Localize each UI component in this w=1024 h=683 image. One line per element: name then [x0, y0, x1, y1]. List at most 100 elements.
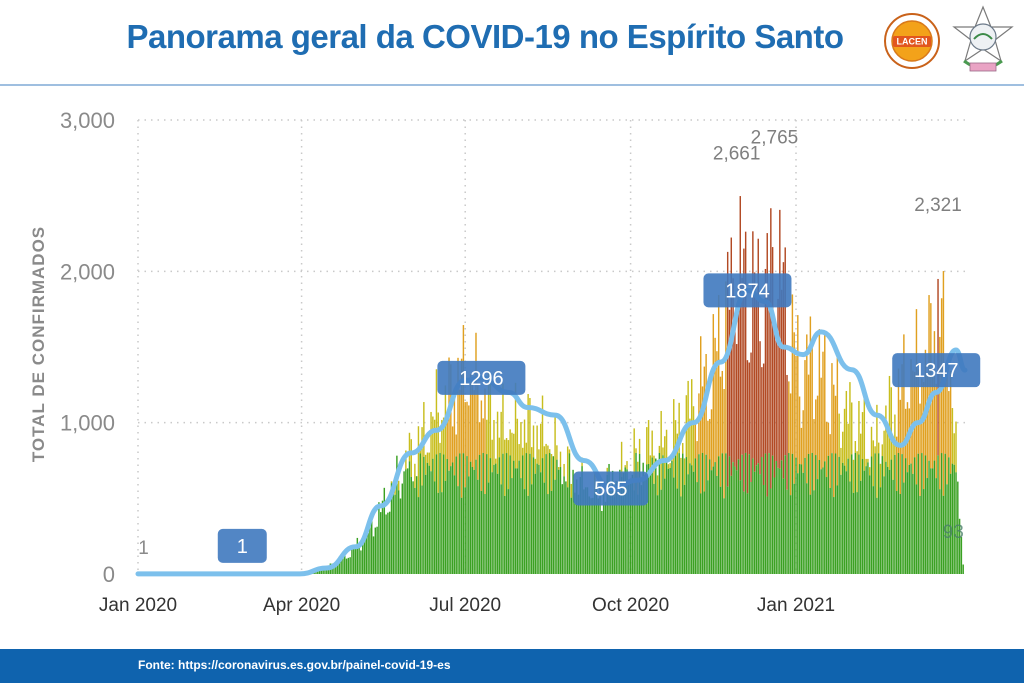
daily-bar-base — [883, 476, 885, 574]
daily-bar — [912, 370, 914, 474]
daily-bar — [948, 391, 950, 458]
daily-bar — [556, 445, 558, 460]
daily-bar — [674, 420, 677, 456]
daily-bar-base — [685, 457, 688, 574]
daily-bar — [626, 461, 628, 470]
daily-bar-base — [347, 557, 350, 574]
x-tick-label: Oct 2020 — [592, 595, 669, 616]
daily-bar-base — [897, 452, 900, 574]
x-tick-label: Jan 2021 — [757, 595, 835, 616]
daily-bar-base — [637, 494, 639, 574]
daily-bar — [478, 422, 481, 455]
daily-bar — [895, 436, 898, 492]
daily-bar — [692, 406, 695, 472]
daily-bar-base — [759, 474, 761, 574]
daily-bar-base — [665, 460, 668, 574]
daily-bar-base — [921, 453, 923, 574]
daily-bar — [858, 401, 860, 455]
daily-bar — [439, 442, 441, 453]
daily-bar — [854, 441, 857, 453]
daily-bar-base — [437, 492, 439, 574]
daily-bar — [734, 328, 736, 467]
daily-bar — [647, 420, 650, 464]
daily-bar-base — [628, 479, 630, 574]
daily-bar — [550, 454, 553, 491]
daily-bar-base — [894, 454, 896, 574]
daily-bar-base — [779, 468, 781, 574]
daily-bar-base — [333, 566, 335, 574]
daily-bar-base — [505, 453, 508, 574]
daily-bar-base — [928, 460, 930, 574]
daily-bar-base — [667, 468, 670, 574]
daily-bar — [509, 429, 511, 456]
daily-bar-base — [345, 558, 348, 574]
daily-bar — [748, 362, 750, 455]
daily-bar — [683, 458, 686, 485]
daily-bar-base — [552, 456, 555, 574]
daily-bar-base — [741, 454, 743, 574]
daily-bar-base — [865, 466, 867, 574]
daily-bar-base — [423, 456, 425, 574]
daily-bar-base — [782, 478, 785, 574]
daily-bar — [606, 467, 608, 475]
daily-bar-base — [439, 452, 441, 574]
daily-bar-base — [735, 470, 738, 574]
page-title: Panorama geral da COVID-19 no Espírito S… — [126, 18, 844, 55]
daily-bar — [480, 400, 483, 491]
daily-bar-base — [655, 458, 657, 574]
daily-bar — [834, 395, 837, 454]
daily-bar — [453, 398, 456, 476]
state-seal-icon — [952, 5, 1014, 72]
daily-bar — [726, 251, 729, 487]
daily-bar — [725, 281, 727, 454]
confirmed-cases-chart: 0 1,000 2,000 3,000 Jan 2020 Apr 2020 Jul 202… — [29, 108, 981, 616]
daily-bar — [753, 272, 756, 472]
daily-bar-base — [477, 479, 479, 574]
daily-bar — [838, 413, 840, 457]
daily-bar — [624, 465, 626, 468]
daily-bar-base — [358, 545, 360, 574]
daily-bar — [471, 382, 474, 467]
daily-bar-base — [561, 484, 564, 574]
daily-bar-base — [646, 464, 648, 574]
daily-bar-base — [462, 453, 465, 574]
daily-bar-base — [836, 485, 839, 574]
daily-bar — [820, 377, 822, 470]
daily-bar-base — [922, 489, 925, 574]
daily-bar-base — [584, 487, 587, 574]
source-note: Fonte: https://coronavirus.es.gov.br/pai… — [138, 658, 451, 672]
daily-bar — [717, 294, 720, 457]
daily-bar-base — [493, 464, 495, 574]
daily-bar-base — [806, 483, 808, 574]
daily-bar — [450, 364, 452, 467]
daily-bar — [466, 401, 468, 457]
daily-bar-base — [696, 482, 698, 574]
daily-bar-base — [390, 483, 393, 574]
daily-bar — [708, 419, 711, 460]
daily-bar-base — [851, 454, 853, 574]
daily-bar — [426, 452, 429, 463]
daily-bar-base — [700, 493, 702, 574]
daily-bar-base — [550, 490, 553, 574]
daily-bar-base — [708, 459, 711, 574]
daily-bar — [563, 463, 565, 477]
daily-bar — [721, 370, 724, 454]
daily-bar — [468, 405, 470, 477]
daily-bar-base — [926, 478, 928, 574]
start-value-label: 1 — [138, 538, 149, 559]
daily-bar-base — [744, 452, 747, 574]
daily-bar — [433, 419, 436, 482]
daily-bar — [502, 383, 504, 454]
daily-bar-base — [691, 465, 693, 574]
daily-bar-base — [633, 490, 635, 574]
daily-bar-base — [363, 535, 366, 574]
daily-bar-base — [446, 459, 448, 574]
value-label-box — [573, 471, 649, 506]
daily-bar — [455, 434, 457, 457]
daily-bar — [664, 436, 666, 479]
daily-bar-base — [910, 463, 912, 574]
daily-bar-base — [901, 454, 903, 574]
daily-bar — [714, 337, 716, 463]
daily-bar-base — [739, 480, 741, 574]
daily-bar — [516, 418, 519, 469]
